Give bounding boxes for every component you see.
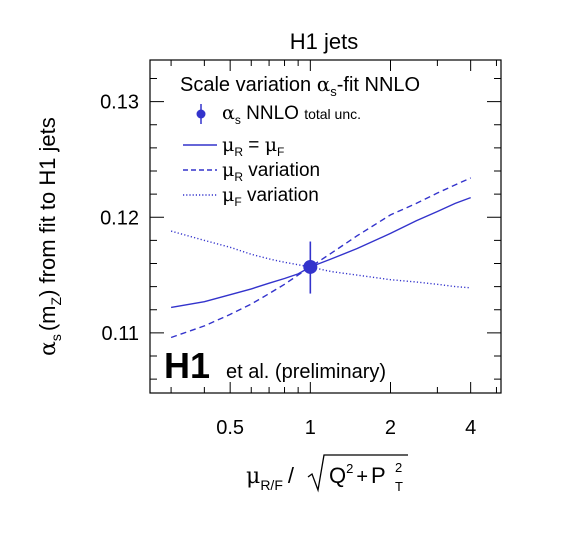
x-axis-label: μR/F / Q2 + P 2 T <box>246 454 408 494</box>
svg-text:T: T <box>395 479 403 494</box>
svg-text:μR/F/: μR/F / <box>246 463 295 493</box>
legend: Scale variation αs-fit NNLO αs NNLO tota… <box>180 72 420 209</box>
y-tick-label: 0.13 <box>100 92 139 114</box>
h1-logo: H1 <box>164 345 210 386</box>
x-tick-label: 4 <box>465 417 476 439</box>
x-tick-label: 0.5 <box>216 417 244 439</box>
x-tick-label: 1 <box>305 417 316 439</box>
data-point-layer <box>303 241 318 294</box>
svg-text:2: 2 <box>395 460 402 475</box>
series-layer <box>170 177 471 339</box>
legend-entry-dashed: μR variation <box>222 159 320 184</box>
y-tick-label: 0.11 <box>102 323 139 345</box>
chart-title: H1 jets <box>290 29 358 54</box>
legend-header: Scale variation αs-fit NNLO <box>180 72 420 99</box>
y-axis-ticks <box>150 78 501 380</box>
svg-text:αs(mZ) from fit to H1 jets: αs(mZ) from fit to H1 jets <box>35 117 64 356</box>
x-axis-ticks <box>170 60 497 393</box>
y-tick-label: 0.12 <box>100 207 139 229</box>
plot-frame <box>149 59 502 394</box>
legend-entry-dotted: μF variation <box>222 184 319 209</box>
legend-entry-solid: μR = μF <box>222 134 284 159</box>
legend-entry-point: αs NNLO total unc. <box>222 102 361 127</box>
svg-text:Q2+P: Q2 + P <box>329 461 386 488</box>
x-axis-tick-labels: 0.5 1 2 4 <box>216 417 476 439</box>
y-axis-label: αs(mZ) from fit to H1 jets <box>35 117 64 356</box>
x-tick-label: 2 <box>385 417 396 439</box>
sqrt-sign <box>307 454 408 493</box>
series-solid-line <box>170 196 471 309</box>
y-axis-tick-labels: 0.11 0.12 0.13 <box>100 92 139 345</box>
data-point-marker <box>303 259 318 274</box>
series-dotted-line <box>170 230 471 289</box>
series-dashed-line <box>170 177 471 339</box>
legend-point-marker <box>196 109 206 119</box>
annotation-text: et al. (preliminary) <box>226 361 386 383</box>
